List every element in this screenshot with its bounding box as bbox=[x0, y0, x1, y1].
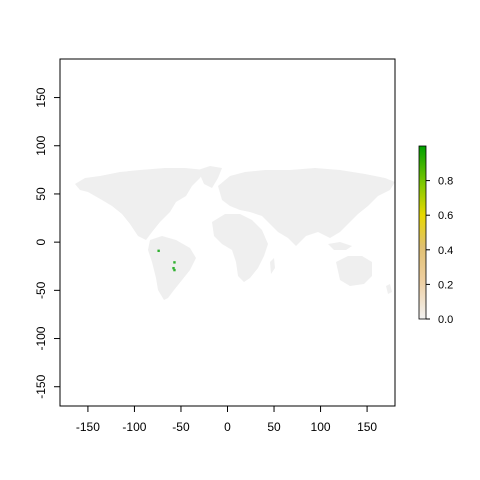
x-tick-label: -50 bbox=[172, 420, 190, 434]
indonesia bbox=[328, 242, 352, 250]
y-tick-label: 150 bbox=[34, 87, 48, 107]
y-tick-label: 100 bbox=[34, 135, 48, 155]
x-tick-label: -150 bbox=[76, 420, 100, 434]
x-tick-label: 100 bbox=[311, 420, 331, 434]
australia bbox=[336, 256, 372, 286]
north-america bbox=[75, 168, 205, 240]
x-tick-label: 0 bbox=[224, 420, 231, 434]
highlight-cell bbox=[157, 250, 159, 252]
legend-tick-label: 0.2 bbox=[438, 279, 453, 291]
legend-tick-label: 0.4 bbox=[438, 245, 453, 257]
y-tick-label: -150 bbox=[34, 374, 48, 398]
legend-colorbar bbox=[419, 146, 426, 319]
legend-tick-label: 0.6 bbox=[438, 210, 453, 222]
highlight-cell bbox=[173, 269, 175, 271]
x-tick-label: -100 bbox=[122, 420, 146, 434]
x-tick-label: 50 bbox=[267, 420, 281, 434]
south-america bbox=[148, 236, 196, 300]
world-land bbox=[75, 166, 395, 300]
color-legend: 0.8 0.6 0.4 0.2 0.0 bbox=[419, 146, 453, 326]
highlight-cell bbox=[173, 261, 175, 263]
x-tick-label: 150 bbox=[357, 420, 377, 434]
y-tick-label: -100 bbox=[34, 326, 48, 350]
y-tick-label: -50 bbox=[34, 281, 48, 299]
greenland bbox=[198, 166, 222, 188]
legend-tick-label: 0.8 bbox=[438, 176, 453, 188]
y-tick-label: 50 bbox=[34, 187, 48, 201]
y-tick-label: 0 bbox=[34, 238, 48, 245]
africa bbox=[212, 214, 268, 282]
new-zealand bbox=[386, 284, 392, 294]
madagascar bbox=[270, 258, 275, 274]
legend-tick-label: 0.0 bbox=[438, 314, 453, 326]
x-axis: -150 -100 -50 0 50 100 150 bbox=[76, 406, 378, 434]
y-axis: -150 -100 -50 0 50 100 150 bbox=[34, 87, 60, 399]
